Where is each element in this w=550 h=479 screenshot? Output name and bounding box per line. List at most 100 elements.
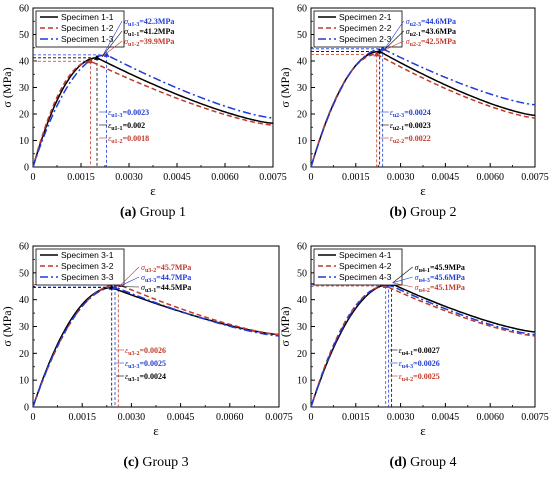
- strain-value: =0.0027: [413, 346, 440, 355]
- epsilon-symbol: ε: [108, 121, 112, 130]
- series-line-2: [310, 285, 536, 408]
- legend-label-2: Specimen 4-2: [339, 261, 392, 271]
- stress-subscript: u1-2: [128, 42, 139, 48]
- y-tick-label: 50: [19, 268, 29, 279]
- epsilon-symbol: ε: [125, 359, 129, 368]
- legend-label-1: Specimen 1-1: [61, 12, 114, 22]
- stress-annotation: σu1-1=41.2MPa: [124, 27, 174, 38]
- y-tick-label: 20: [297, 110, 307, 121]
- legend-label-2: Specimen 1-2: [61, 23, 114, 33]
- stress-annotation: σu3-1=44.5MPa: [141, 283, 191, 294]
- stress-annotation: σu1-2=39.9MPa: [124, 37, 174, 48]
- y-tick-label: 40: [297, 57, 307, 68]
- sigma-symbol: σ: [415, 273, 420, 282]
- caption-text: Group 2: [407, 205, 457, 220]
- caption-letter: (d): [390, 455, 407, 470]
- y-tick-label: 40: [297, 295, 307, 306]
- strain-annotation: εu3-2=0.0026: [125, 346, 166, 357]
- strain-subscript: u2-3: [393, 113, 404, 119]
- peak-marker: [376, 48, 383, 54]
- caption-text: Group 1: [136, 205, 186, 220]
- y-tick-label: 20: [19, 349, 29, 360]
- y-tick-label: 30: [19, 83, 29, 94]
- x-axis-label: ε: [420, 423, 426, 438]
- series-line-3: [310, 48, 536, 168]
- x-tick-label: 0.0030: [118, 412, 146, 423]
- stress-value: =45.1MPa: [430, 283, 465, 292]
- stress-annotation-leader: [118, 266, 140, 287]
- y-tick-label: 20: [297, 349, 307, 360]
- x-tick-label: 0: [31, 412, 36, 423]
- stress-annotation: σu4-3=45.6MPa: [415, 273, 465, 284]
- peak-marker: [382, 282, 389, 288]
- y-tick-label: 50: [297, 268, 307, 279]
- strain-subscript: u1-2: [111, 139, 122, 145]
- strain-value: =0.0025: [140, 359, 167, 368]
- peak-marker: [103, 51, 110, 57]
- stress-value: =42.3MPa: [139, 17, 174, 26]
- strain-subscript: u4-2: [402, 377, 413, 383]
- strain-value: =0.0022: [404, 134, 431, 143]
- x-tick-label: 0.0075: [521, 412, 549, 423]
- stress-annotation-leader: [383, 30, 404, 51]
- strain-annotation: εu2-3=0.0024: [390, 108, 431, 119]
- y-tick-label: 0: [302, 163, 307, 174]
- stress-value: =44.5MPa: [156, 283, 191, 292]
- chart-panel-2: 0 10 20 30 40 50 60 0 0.0015 0.0030 0.0045 0.0060 0.…: [278, 4, 549, 221]
- epsilon-symbol: ε: [108, 108, 112, 117]
- stress-value: =43.6MPa: [421, 27, 456, 36]
- legend-label-1: Specimen 2-1: [339, 12, 392, 22]
- stress-annotation-leader: [392, 282, 413, 288]
- x-tick-label: 0.0075: [259, 172, 287, 183]
- stress-annotation-leader: [392, 266, 413, 284]
- strain-subscript: u1-1: [111, 126, 122, 132]
- x-tick-label: 0: [309, 412, 314, 423]
- y-axis-label: σ (MPa): [278, 67, 292, 107]
- legend-label-2: Specimen 2-2: [339, 23, 392, 33]
- strain-annotation: εu2-1=0.0023: [390, 121, 431, 132]
- strain-annotation: εu1-1=0.002: [108, 121, 145, 132]
- series-line-1: [32, 57, 274, 168]
- y-tick-label: 30: [19, 322, 29, 333]
- panel-caption: (c) Group 3: [123, 455, 188, 470]
- strain-value: =0.0026: [413, 359, 440, 368]
- x-tick-label: 0.0045: [163, 172, 191, 183]
- strain-value: =0.002: [123, 121, 146, 130]
- stress-subscript: u1-3: [128, 22, 139, 28]
- strain-value: =0.0023: [123, 108, 150, 117]
- strain-annotation: εu1-2=0.0018: [108, 134, 149, 145]
- x-tick-label: 0.0045: [432, 172, 460, 183]
- stress-subscript: u2-3: [410, 22, 421, 28]
- sigma-symbol: σ: [124, 37, 129, 46]
- chart-panel-1: 0 10 20 30 40 50 60 0 0.0015 0.0030 0.0045 0.0060 0.…: [0, 4, 287, 221]
- stress-subscript: u4-1: [419, 268, 430, 274]
- stress-annotation: σu3-2=45.7MPa: [141, 263, 191, 274]
- y-tick-label: 20: [19, 110, 29, 121]
- x-tick-label: 0.0060: [216, 412, 244, 423]
- x-tick-label: 0.0060: [476, 412, 504, 423]
- series-line-3: [310, 283, 536, 408]
- stress-value: =44.6MPa: [421, 17, 456, 26]
- strain-value: =0.0018: [123, 134, 150, 143]
- stress-annotation: σu2-2=42.5MPa: [406, 37, 456, 48]
- stress-annotation-leader: [383, 40, 404, 51]
- y-tick-label: 10: [19, 136, 29, 147]
- x-tick-label: 0.0015: [67, 172, 95, 183]
- caption-letter: (b): [390, 205, 407, 220]
- x-tick-label: 0.0015: [68, 412, 96, 423]
- x-tick-label: 0.0015: [342, 412, 370, 423]
- peak-marker: [87, 58, 94, 64]
- y-tick-label: 40: [19, 295, 29, 306]
- epsilon-symbol: ε: [399, 346, 403, 355]
- stress-annotation: σu2-1=43.6MPa: [406, 27, 456, 38]
- strain-subscript: u3-2: [128, 351, 139, 357]
- strain-subscript: u1-3: [111, 113, 122, 119]
- stress-annotation-leader: [101, 20, 123, 57]
- y-axis-label: σ (MPa): [0, 306, 14, 346]
- legend-label-3: Specimen 4-3: [339, 272, 392, 282]
- sigma-symbol: σ: [141, 273, 146, 282]
- y-tick-label: 10: [19, 376, 29, 387]
